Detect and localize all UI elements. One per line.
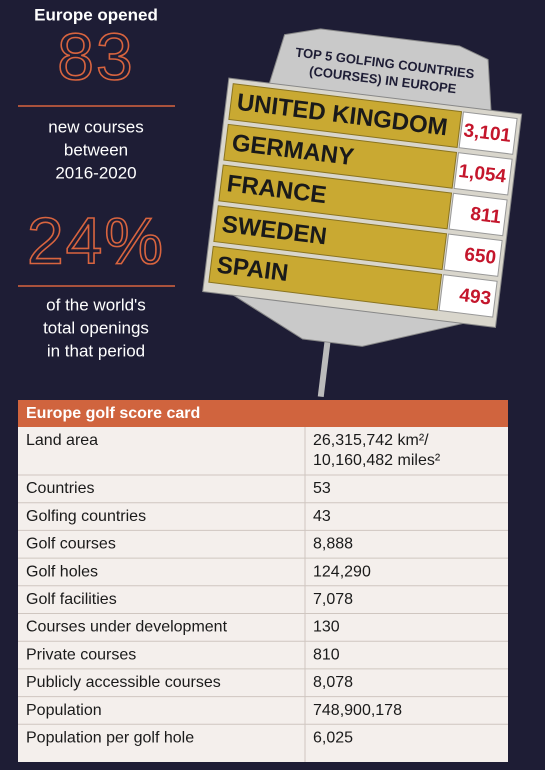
name-bar	[218, 164, 453, 230]
number-box	[438, 274, 498, 318]
big-stat: 24%	[27, 203, 165, 277]
courses: 650	[463, 244, 497, 269]
stat-caption: 2016-2020	[55, 163, 136, 182]
name-bar	[213, 205, 448, 271]
name-bar	[228, 83, 463, 149]
row-value: 53	[313, 480, 331, 497]
number-box	[448, 192, 508, 237]
row-value: 124,290	[313, 563, 371, 580]
row-value: 130	[313, 619, 340, 636]
row-label: Golfing countries	[26, 508, 146, 525]
courses: 493	[458, 285, 492, 310]
stat-caption: in that period	[47, 341, 145, 360]
row-value: 26,315,742 km²/	[313, 432, 429, 449]
row-value: 8,078	[313, 674, 353, 691]
row-value: 810	[313, 646, 340, 663]
row-label: Private courses	[26, 646, 136, 663]
intro: Europe opened	[34, 5, 158, 24]
stat-caption: of the world's	[46, 295, 146, 314]
big-stat: 83	[57, 19, 134, 93]
row-value: 43	[313, 508, 331, 525]
number-box	[453, 152, 513, 196]
row-label: Golf facilities	[26, 591, 117, 608]
row-value: 7,078	[313, 591, 353, 608]
row-label: Population	[26, 702, 102, 719]
row-label: Countries	[26, 480, 94, 497]
row-label: Courses under development	[26, 619, 228, 636]
stat-caption: total openings	[43, 318, 149, 337]
score-card: Europe golf score card Land area 26,315,7…	[18, 400, 508, 762]
table-header	[18, 400, 508, 427]
row-value: 748,900,178	[313, 702, 402, 719]
row-value: 6,025	[313, 730, 353, 747]
table-bg	[18, 400, 508, 762]
name-bar	[223, 123, 458, 189]
table-title: Europe golf score card	[26, 405, 200, 422]
row-label: Publicly accessible courses	[26, 674, 221, 691]
stat-caption: new courses	[48, 117, 143, 136]
stat-caption: between	[64, 140, 128, 159]
name-bar	[208, 245, 443, 311]
number-box	[443, 233, 503, 277]
row-label: Population per golf hole	[26, 730, 194, 747]
courses: 811	[469, 204, 502, 229]
row-label: Land area	[26, 432, 98, 449]
row-value: 10,160,482 miles²	[313, 452, 441, 469]
row-value: 8,888	[313, 536, 353, 553]
number-box	[458, 111, 518, 155]
leaderboard-sign: TOP 5 GOLFING COUNTRIES(COURSES) IN EURO…	[202, 28, 523, 398]
row-label: Golf holes	[26, 563, 98, 580]
row-label: Golf courses	[26, 536, 116, 553]
